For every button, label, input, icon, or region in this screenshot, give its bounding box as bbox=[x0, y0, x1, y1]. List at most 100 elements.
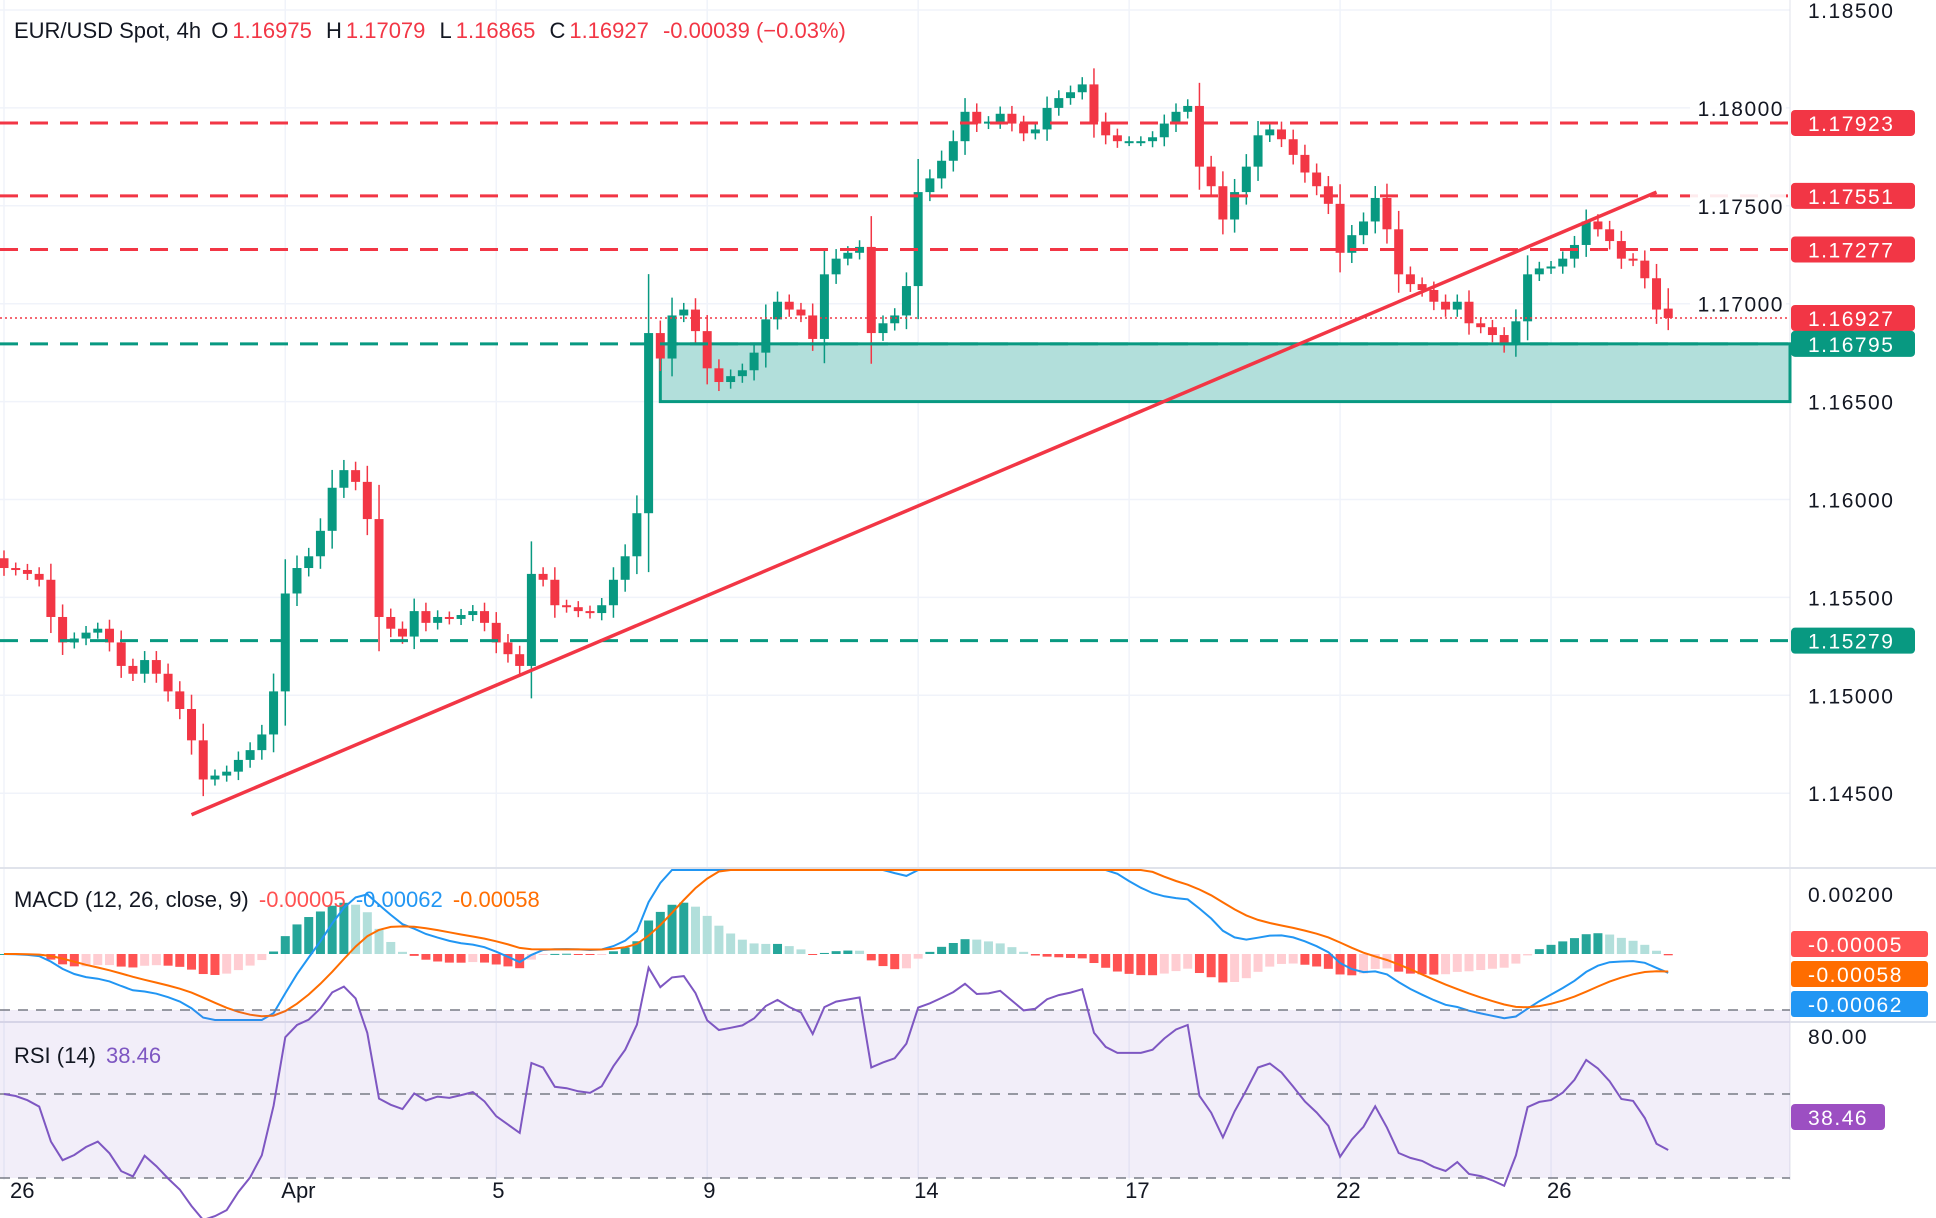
price-tag-bg bbox=[1791, 304, 1915, 331]
macd-histogram-bar bbox=[421, 954, 431, 960]
macd-histogram-bar bbox=[597, 954, 607, 955]
macd-hist-value: -0.00005 bbox=[258, 887, 346, 912]
candle-body bbox=[198, 740, 208, 780]
macd-histogram-bar bbox=[1276, 954, 1286, 964]
price-tag-label: 1.16927 bbox=[1808, 308, 1894, 331]
candle bbox=[140, 651, 150, 683]
macd-histogram-bar bbox=[608, 951, 618, 954]
candle bbox=[761, 304, 771, 368]
price-tick-bg bbox=[1690, 289, 1786, 316]
candle-body bbox=[726, 376, 736, 383]
candle bbox=[351, 461, 361, 491]
candle-body bbox=[1253, 135, 1263, 167]
macd-histogram-bar bbox=[210, 954, 220, 975]
candle bbox=[1452, 294, 1462, 317]
macd-histogram-bar bbox=[1241, 954, 1251, 979]
price-tag: 1.16795 bbox=[1791, 330, 1915, 357]
macd-histogram-bar bbox=[737, 939, 747, 954]
candle bbox=[163, 663, 173, 702]
candle bbox=[1441, 294, 1451, 317]
candle-body bbox=[843, 252, 853, 259]
price-tick-label: 1.17000 bbox=[1698, 294, 1784, 317]
rsi-legend: RSI (14) 38.46 bbox=[14, 1043, 165, 1069]
candle bbox=[1640, 250, 1650, 289]
candle-body bbox=[890, 315, 900, 324]
candle-body bbox=[1511, 321, 1521, 345]
candle bbox=[620, 544, 630, 592]
candle bbox=[1066, 85, 1076, 105]
price-tick-bg bbox=[1690, 93, 1786, 120]
candle bbox=[386, 608, 396, 638]
macd-histogram-bar bbox=[245, 954, 255, 966]
candle bbox=[1347, 224, 1357, 263]
macd-histogram-bar bbox=[1066, 954, 1076, 958]
macd-tag-bg bbox=[1791, 931, 1928, 957]
candle-body bbox=[339, 470, 349, 488]
price-tag: 1.17923 bbox=[1791, 109, 1915, 136]
candle bbox=[773, 291, 783, 330]
candle-body bbox=[855, 246, 865, 253]
candle-body bbox=[1452, 301, 1462, 310]
price-tag: 1.16927 bbox=[1791, 304, 1915, 331]
macd-histogram-bar bbox=[1136, 954, 1146, 976]
candle bbox=[1218, 171, 1228, 235]
macd-histogram-bar bbox=[386, 941, 396, 954]
price-tag-label: 1.16795 bbox=[1808, 334, 1894, 357]
candle-body bbox=[233, 759, 243, 772]
macd-histogram-bar bbox=[1335, 954, 1345, 975]
candle-body bbox=[1077, 84, 1087, 93]
candle bbox=[1054, 90, 1064, 116]
candle bbox=[585, 605, 595, 619]
candle-body bbox=[937, 160, 947, 179]
candle-body bbox=[538, 573, 548, 580]
candle bbox=[1159, 114, 1169, 147]
macd-histogram-bar bbox=[292, 924, 302, 954]
candle bbox=[1476, 317, 1486, 334]
price-tick-label: 1.15000 bbox=[1808, 685, 1894, 708]
candle bbox=[1464, 290, 1474, 335]
macd-histogram-bar bbox=[819, 952, 829, 954]
macd-histogram-bar bbox=[1148, 954, 1158, 976]
price-tag: 1.17551 bbox=[1791, 182, 1915, 209]
candle-body bbox=[960, 111, 970, 142]
candle bbox=[1101, 112, 1111, 145]
candle bbox=[1042, 96, 1052, 141]
candle bbox=[22, 563, 32, 580]
price-tag-bg bbox=[1791, 182, 1915, 209]
candle-body bbox=[1558, 258, 1568, 267]
macd-histogram-bar bbox=[749, 943, 759, 954]
candle-body bbox=[1159, 123, 1169, 138]
candle bbox=[1171, 103, 1181, 132]
candle bbox=[58, 604, 68, 655]
candle bbox=[233, 751, 243, 781]
macd-histogram-bar bbox=[116, 954, 126, 967]
candle-body bbox=[737, 370, 747, 377]
candle-body bbox=[773, 301, 783, 320]
candle-body bbox=[1569, 244, 1579, 259]
candle-body bbox=[1546, 266, 1556, 269]
candle-body bbox=[151, 660, 161, 674]
candle-body bbox=[1605, 229, 1615, 242]
macd-histogram-bar bbox=[1370, 954, 1380, 969]
macd-histogram-bar bbox=[1218, 954, 1228, 983]
candle bbox=[444, 611, 454, 625]
macd-histogram-bar bbox=[269, 951, 279, 954]
macd-histogram-bar bbox=[503, 954, 513, 967]
candle bbox=[1089, 68, 1099, 138]
macd-histogram-bar bbox=[995, 943, 1005, 954]
candle bbox=[245, 742, 255, 768]
macd-histogram-bar bbox=[1089, 954, 1099, 964]
candle-body bbox=[1136, 141, 1146, 144]
time-tick-label: 14 bbox=[914, 1178, 938, 1203]
macd-histogram-bar bbox=[433, 954, 443, 962]
price-tick-label: 1.15500 bbox=[1808, 587, 1894, 610]
macd-histogram-bar bbox=[702, 915, 712, 954]
candle-body bbox=[444, 616, 454, 619]
candle bbox=[714, 359, 724, 392]
candle-body bbox=[1417, 284, 1427, 290]
price-tick: 1.17000 bbox=[1690, 289, 1786, 317]
candle bbox=[1265, 122, 1275, 142]
candle-body bbox=[550, 579, 560, 606]
candle bbox=[866, 216, 876, 364]
